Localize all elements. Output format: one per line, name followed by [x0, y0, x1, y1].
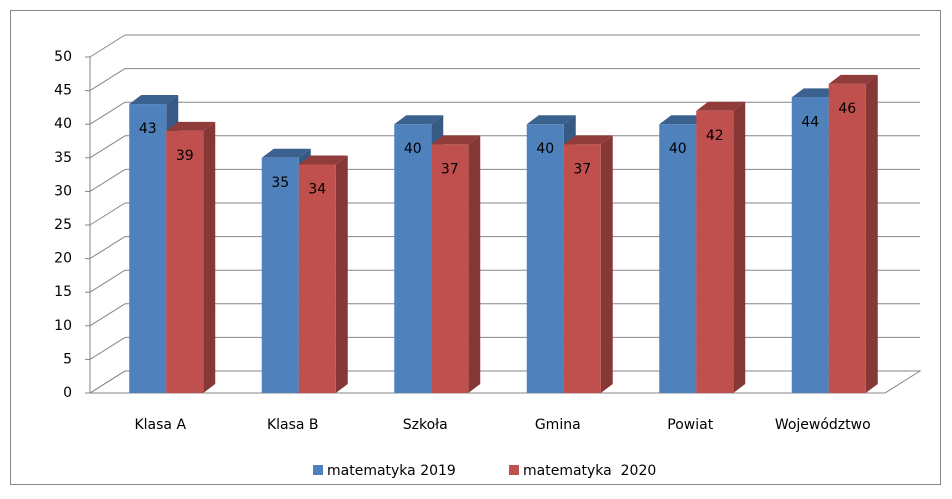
bar [298, 155, 348, 393]
grid-line [89, 68, 126, 92]
bar-front [659, 124, 697, 393]
bar-top [129, 95, 179, 105]
bar-side [600, 135, 613, 394]
grid-line [89, 236, 126, 260]
bar-side [335, 155, 348, 393]
data-label: 37 [573, 161, 591, 177]
y-tick-label: 15 [54, 284, 72, 300]
data-label: 40 [669, 141, 687, 157]
bar-top [791, 88, 841, 98]
x-tick-label: Klasa B [267, 417, 319, 433]
y-tick-label: 0 [63, 385, 72, 401]
grid-line [89, 202, 126, 226]
bar-side [468, 135, 481, 394]
x-tick-label: Klasa A [134, 417, 186, 433]
bar-front [828, 83, 866, 393]
y-tick-label: 30 [54, 183, 72, 199]
bar-front [526, 124, 564, 393]
x-tick-label: Powiat [667, 417, 713, 433]
bar-top [431, 135, 481, 145]
grid-line [89, 336, 126, 360]
legend-swatch [509, 465, 519, 475]
grid-line [89, 34, 126, 58]
grid-line [89, 101, 126, 125]
y-tick-label: 40 [54, 116, 72, 132]
legend-label: matematyka 2019 [327, 463, 456, 479]
bar-side [733, 101, 746, 393]
bar-top [526, 115, 576, 125]
bar [166, 121, 216, 394]
bar-top [563, 135, 613, 145]
data-label: 34 [308, 182, 326, 198]
data-label: 40 [404, 141, 422, 157]
bar-top [828, 74, 878, 84]
grid-line [89, 135, 126, 159]
data-label: 35 [271, 175, 289, 191]
data-label: 37 [441, 161, 459, 177]
bar-front [431, 144, 469, 393]
bar [431, 135, 481, 394]
bar [563, 135, 613, 394]
legend-label: matematyka 2020 [523, 463, 656, 479]
y-tick-label: 35 [54, 150, 72, 166]
bar [696, 101, 746, 393]
y-tick-label: 10 [54, 318, 72, 334]
x-tick-label: Województwo [775, 417, 871, 433]
grid-line [89, 303, 126, 327]
legend-swatch [313, 465, 323, 475]
data-label: 43 [139, 121, 157, 137]
y-tick-label: 25 [54, 217, 72, 233]
bar-top [166, 121, 216, 131]
x-tick-label: Gmina [535, 417, 581, 433]
bar-top [659, 115, 709, 125]
grid-line [89, 269, 126, 293]
x-tick-label: Szkoła [403, 417, 448, 433]
y-tick-label: 20 [54, 251, 72, 267]
bar-top [298, 155, 348, 165]
bar-front [394, 124, 432, 393]
bar-top [394, 115, 444, 125]
bar-front [129, 104, 167, 393]
bar [828, 74, 878, 393]
data-label: 42 [706, 128, 724, 144]
y-tick-label: 45 [54, 83, 72, 99]
y-tick-label: 5 [63, 351, 72, 367]
bar-side [203, 121, 216, 394]
bar-front [563, 144, 601, 393]
data-label: 46 [838, 101, 856, 117]
grid-line [89, 370, 126, 394]
grid-line [89, 168, 126, 192]
bar-top [261, 148, 311, 158]
data-label: 44 [801, 114, 819, 130]
bar-front [166, 130, 204, 394]
bar-front [696, 110, 734, 393]
bar-top [696, 101, 746, 111]
bar-front [261, 157, 299, 393]
bar-side [865, 74, 878, 393]
y-tick-label: 50 [54, 49, 72, 65]
data-label: 40 [536, 141, 554, 157]
bar-front [791, 97, 829, 393]
bar-front [298, 164, 336, 393]
data-label: 39 [176, 148, 194, 164]
